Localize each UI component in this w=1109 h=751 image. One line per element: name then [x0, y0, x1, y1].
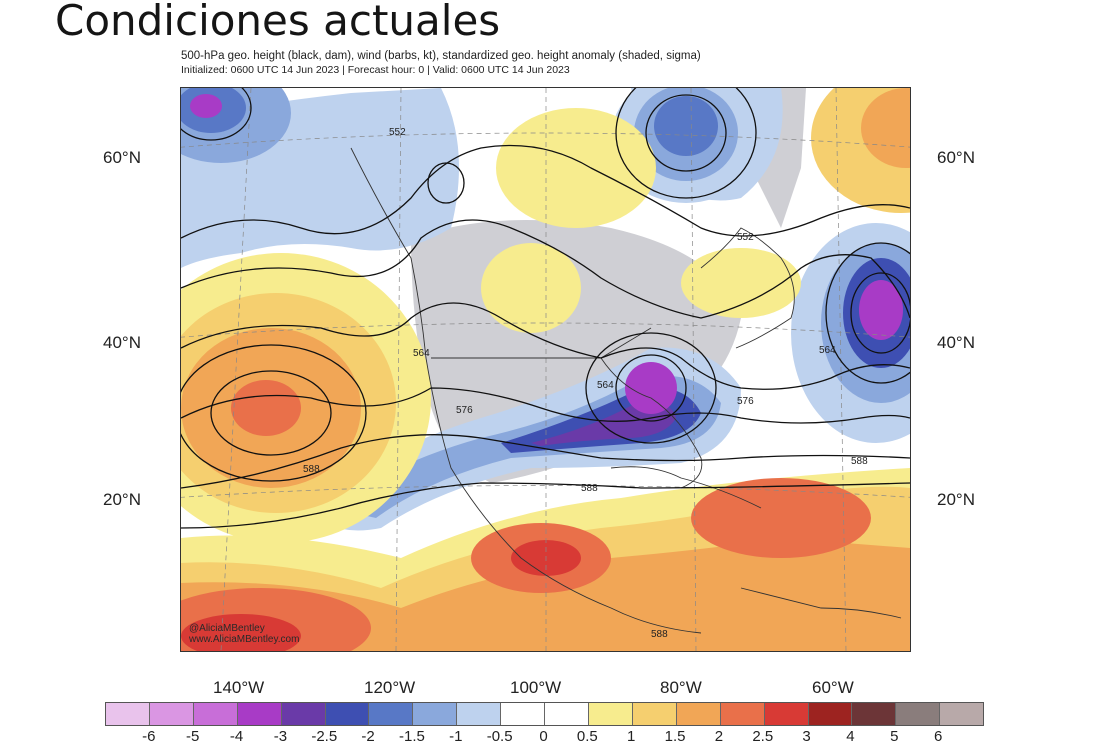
colorbar-tick-label: -5 [186, 728, 200, 745]
colorbar-tick-label: -3 [273, 728, 288, 745]
colorbar-tick-label: 1.5 [664, 728, 686, 745]
contour-label: 576 [456, 405, 473, 416]
weather-map: 552 552 564 564 564 576 576 588 588 588 … [180, 87, 911, 652]
colorbar-cell [237, 703, 282, 725]
colorbar-cell [632, 703, 677, 725]
colorbar-tick-label: 2 [714, 728, 724, 745]
colorbar-cell [149, 703, 194, 725]
colorbar-cell [940, 703, 984, 725]
credit-website: www.AliciaMBentley.com [189, 634, 300, 645]
colorbar-tick-label: -6 [142, 728, 156, 745]
contour-label: 552 [389, 127, 406, 138]
colorbar-tick-label: 4 [846, 728, 855, 745]
lon-label: 140°W [213, 678, 265, 697]
colorbar-cell [808, 703, 853, 725]
contour-label: 588 [581, 483, 598, 494]
contour-label: 564 [413, 348, 430, 359]
colorbar-tick-label: -1 [449, 728, 463, 745]
colorbar-tick-label: 3 [802, 728, 811, 745]
anomaly-map-graphic: 552 552 564 564 564 576 576 588 588 588 … [181, 88, 910, 651]
colorbar-tick-label: 2.5 [752, 728, 774, 745]
map-header: 500-hPa geo. height (black, dam), wind (… [181, 50, 701, 76]
contour-label: 576 [737, 396, 754, 407]
colorbar-cell [106, 703, 150, 725]
colorbar-tick-label: 5 [890, 728, 899, 745]
lat-label-left: 60°N [103, 148, 141, 167]
map-header-variables: 500-hPa geo. height (black, dam), wind (… [181, 50, 701, 62]
colorbar-cell [852, 703, 897, 725]
colorbar-cell [588, 703, 633, 725]
credit-handle: @AliciaMBentley [189, 623, 265, 634]
colorbar-tick-label: 0.5 [576, 728, 598, 745]
lat-label-right: 20°N [937, 490, 975, 509]
colorbar-tick-label: 6 [933, 728, 943, 745]
colorbar-tick-label: -2.5 [311, 728, 338, 745]
lat-label-left: 40°N [103, 333, 141, 352]
anomaly-colorbar [105, 702, 984, 726]
map-header-valid-time: Initialized: 0600 UTC 14 Jun 2023 | Fore… [181, 64, 570, 76]
colorbar-cell [764, 703, 809, 725]
lat-label-right: 60°N [937, 148, 975, 167]
lon-label: 60°W [812, 678, 854, 697]
slide-title: Condiciones actuales [55, 0, 501, 45]
colorbar-cell [413, 703, 458, 725]
lat-label-right: 40°N [937, 333, 975, 352]
lon-label: 120°W [364, 678, 416, 697]
lat-label-left: 20°N [103, 490, 141, 509]
colorbar-tick-label: -4 [229, 728, 244, 745]
colorbar-cell [676, 703, 721, 725]
colorbar-cell [720, 703, 765, 725]
colorbar-cell [501, 703, 546, 725]
colorbar-tick-label: -1.5 [399, 728, 425, 745]
colorbar-cell [545, 703, 589, 725]
lon-label: 100°W [510, 678, 562, 697]
contour-label: 564 [819, 345, 836, 356]
contour-label: 588 [651, 629, 668, 640]
colorbar-tick-label: 0 [539, 728, 548, 745]
colorbar-tick-label: -2 [361, 728, 375, 745]
colorbar-tick-label: -0.5 [486, 728, 513, 745]
colorbar-cell [281, 703, 326, 725]
colorbar-cell [369, 703, 414, 725]
colorbar-cell [896, 703, 941, 725]
colorbar-cell [325, 703, 370, 725]
contour-label: 564 [597, 380, 614, 391]
colorbar-tick-label: 1 [627, 728, 636, 745]
lon-label: 80°W [660, 678, 702, 697]
colorbar-cell [457, 703, 502, 725]
colorbar-cell [193, 703, 238, 725]
map-credit: @AliciaMBentley www.AliciaMBentley.com [189, 623, 299, 645]
contour-label: 552 [737, 232, 754, 243]
contour-label: 588 [303, 464, 320, 475]
contour-label: 588 [851, 456, 868, 467]
